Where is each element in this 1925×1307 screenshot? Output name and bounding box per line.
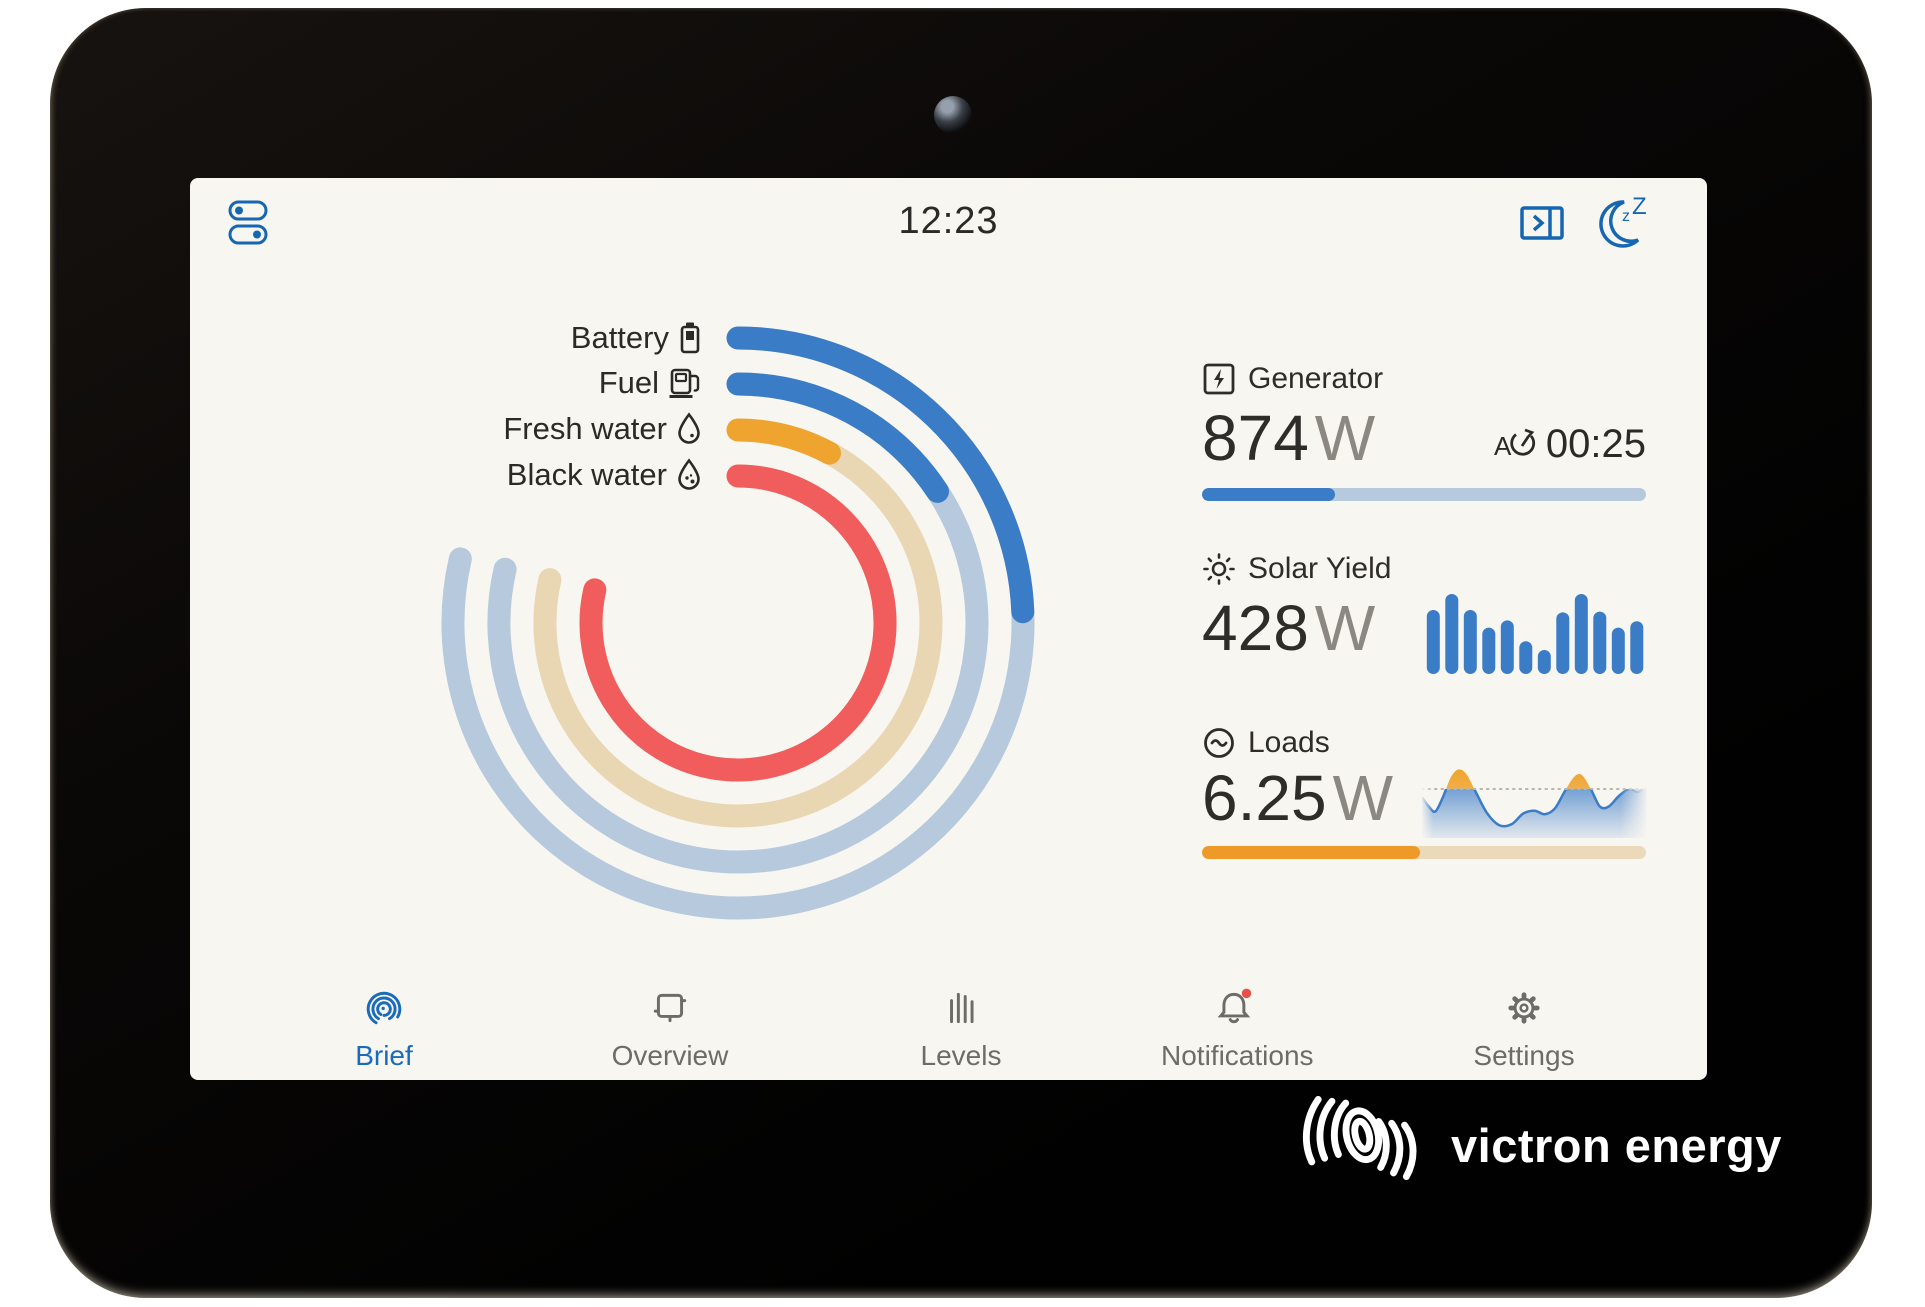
nav-label: Brief xyxy=(355,1040,413,1071)
generator-label: Generator xyxy=(1248,362,1384,395)
svg-text:Z: Z xyxy=(1632,193,1647,220)
generator-header: Generator xyxy=(1202,362,1383,396)
nav-label: Overview xyxy=(611,1040,729,1071)
camera-lens xyxy=(934,96,972,134)
nav-tab-settings[interactable]: Settings xyxy=(1449,984,1599,1072)
loads-value: 6.25W xyxy=(1202,766,1393,830)
fuel-pump-icon xyxy=(669,368,700,398)
tablet-bezel: 12:23 z Z Battery xyxy=(50,8,1872,1298)
victron-branding: victron energy xyxy=(1298,1088,1782,1188)
levels-icon xyxy=(886,984,1036,1028)
gauge-label-text: Fuel xyxy=(598,365,659,400)
nav-label: Notifications xyxy=(1161,1040,1314,1071)
nav-tab-overview[interactable]: Overview xyxy=(595,984,745,1072)
nav-label: Levels xyxy=(920,1040,1002,1071)
gauge-label-battery: Battery xyxy=(571,319,702,357)
loads-progress-fill xyxy=(1202,846,1420,859)
remote-console-icon[interactable] xyxy=(1520,204,1564,244)
gauge-label-text: Fresh water xyxy=(503,411,667,446)
ac-loads-icon xyxy=(1204,728,1234,758)
generator-icon xyxy=(1203,363,1235,395)
generator-watts: 874 xyxy=(1202,402,1309,474)
solar-yield-bar-chart xyxy=(1426,594,1644,674)
gauge-label-text: Battery xyxy=(570,320,669,355)
water-drop-icon xyxy=(678,412,700,444)
solar-label: Solar Yield xyxy=(1248,552,1392,585)
generator-timer: A 00:25 xyxy=(1494,422,1646,467)
generator-timer-value: 00:25 xyxy=(1545,422,1646,466)
battery-icon xyxy=(680,322,700,354)
sun-icon xyxy=(1203,553,1235,585)
solar-watts: 428 xyxy=(1202,592,1309,664)
generator-value: 874W xyxy=(1202,406,1375,470)
loads-progress xyxy=(1202,846,1646,859)
menu-icon[interactable] xyxy=(228,198,268,248)
solar-unit: W xyxy=(1314,592,1376,664)
loads-unit: W xyxy=(1332,762,1393,834)
brief-arcs-icon xyxy=(309,984,459,1028)
loads-watts: 6.25 xyxy=(1202,762,1327,834)
brief-screen: 12:23 z Z Battery xyxy=(190,178,1707,1080)
bell-icon xyxy=(1161,984,1311,1028)
loads-label: Loads xyxy=(1248,726,1330,759)
summary-panel: Generator 874W A 00:25 xyxy=(1202,178,1647,1080)
loads-area-chart xyxy=(1422,768,1647,838)
solar-value: 428W xyxy=(1202,596,1375,660)
nav-label: Settings xyxy=(1473,1040,1575,1071)
gear-icon xyxy=(1449,984,1599,1028)
auto-timer-icon: A xyxy=(1494,428,1535,461)
notification-badge xyxy=(1241,988,1252,999)
clock: 12:23 xyxy=(898,200,999,242)
svg-text:A: A xyxy=(1494,431,1512,461)
svg-text:z: z xyxy=(1622,208,1630,225)
gauge-label-fresh-water: Fresh water xyxy=(503,410,702,448)
generator-progress xyxy=(1202,488,1646,501)
overview-icon xyxy=(595,984,745,1028)
generator-unit: W xyxy=(1314,402,1376,474)
nav-tab-levels[interactable]: Levels xyxy=(886,984,1036,1072)
gauge-label-black-water: Black water xyxy=(507,456,702,494)
gauge-label-text: Black water xyxy=(506,457,667,492)
gauge-label-fuel: Fuel xyxy=(599,364,702,402)
victron-logo-swirl xyxy=(1303,1095,1417,1181)
toggle-switches-icon xyxy=(228,200,268,245)
loads-header: Loads xyxy=(1202,726,1330,760)
black-water-drop-icon xyxy=(678,458,700,490)
generator-progress-fill xyxy=(1202,488,1336,501)
solar-header: Solar Yield xyxy=(1202,552,1391,586)
victron-logo-text: victron energy xyxy=(1451,1118,1782,1172)
nav-tab-notifications[interactable]: Notifications xyxy=(1161,984,1314,1072)
display-sleep-moon-icon[interactable]: z Z xyxy=(1594,192,1650,252)
nav-tab-brief[interactable]: Brief xyxy=(309,984,459,1072)
